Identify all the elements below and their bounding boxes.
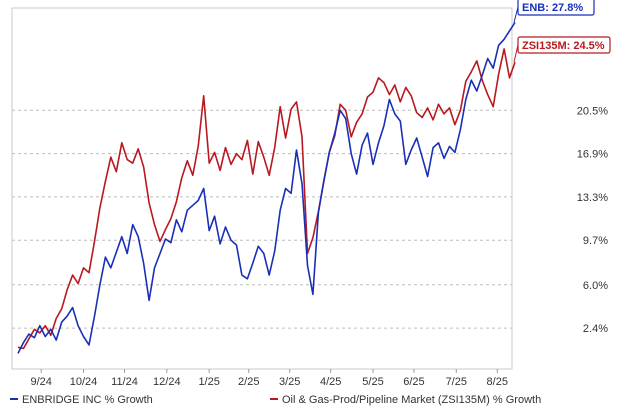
plot-border [11, 7, 513, 370]
x-tick-label: 12/24 [153, 376, 181, 388]
x-tick-label: 6/25 [403, 376, 424, 388]
y-tick-label: 13.3% [577, 192, 608, 204]
y-tick-label: 6.0% [583, 280, 608, 292]
callout-enb-leader [513, 6, 519, 23]
y-tick-label: 16.9% [577, 149, 608, 161]
x-tick-label: 4/25 [320, 376, 341, 388]
callout-enb-box [517, 0, 595, 16]
legend-label-zsi135m: Oil & Gas-Prod/Pipeline Market (ZSI135M)… [282, 394, 541, 406]
x-tick-label: 10/24 [70, 376, 98, 388]
x-tick-label: 3/25 [279, 376, 300, 388]
callout-zsi135m-box [517, 36, 611, 54]
callout-enb-label: ENB: 27.8% [522, 2, 583, 14]
y-axis: 2.4% 6.0% 9.7% 13.3% 16.9% 20.5% [577, 105, 608, 335]
x-tick-label: 5/25 [362, 376, 383, 388]
callout-zsi135m-leader [513, 44, 519, 63]
y-tick-label: 20.5% [577, 105, 608, 117]
series-line-zsi135m [17, 48, 516, 350]
x-tick-label: 8/25 [487, 376, 508, 388]
series-callouts: ENB: 27.8% ZSI135M: 24.5% [513, 0, 611, 63]
x-tick-label: 11/24 [111, 376, 138, 388]
callout-zsi135m-label: ZSI135M: 24.5% [522, 40, 605, 52]
series-line-enb [17, 21, 516, 354]
series-group [17, 21, 516, 354]
y-tick-label: 9.7% [583, 235, 608, 247]
x-tick-label: 2/25 [238, 376, 259, 388]
x-tick-label: 9/24 [31, 376, 52, 388]
x-tick-label: 7/25 [446, 376, 467, 388]
legend: ENBRIDGE INC % Growth Oil & Gas-Prod/Pip… [10, 394, 541, 406]
legend-label-enb: ENBRIDGE INC % Growth [22, 394, 153, 406]
x-tick-label: 1/25 [198, 376, 219, 388]
x-axis: 9/24 10/24 11/24 12/24 1/25 2/25 3/25 4/25 5/25 6… [31, 369, 508, 388]
y-tick-label: 2.4% [583, 323, 608, 335]
